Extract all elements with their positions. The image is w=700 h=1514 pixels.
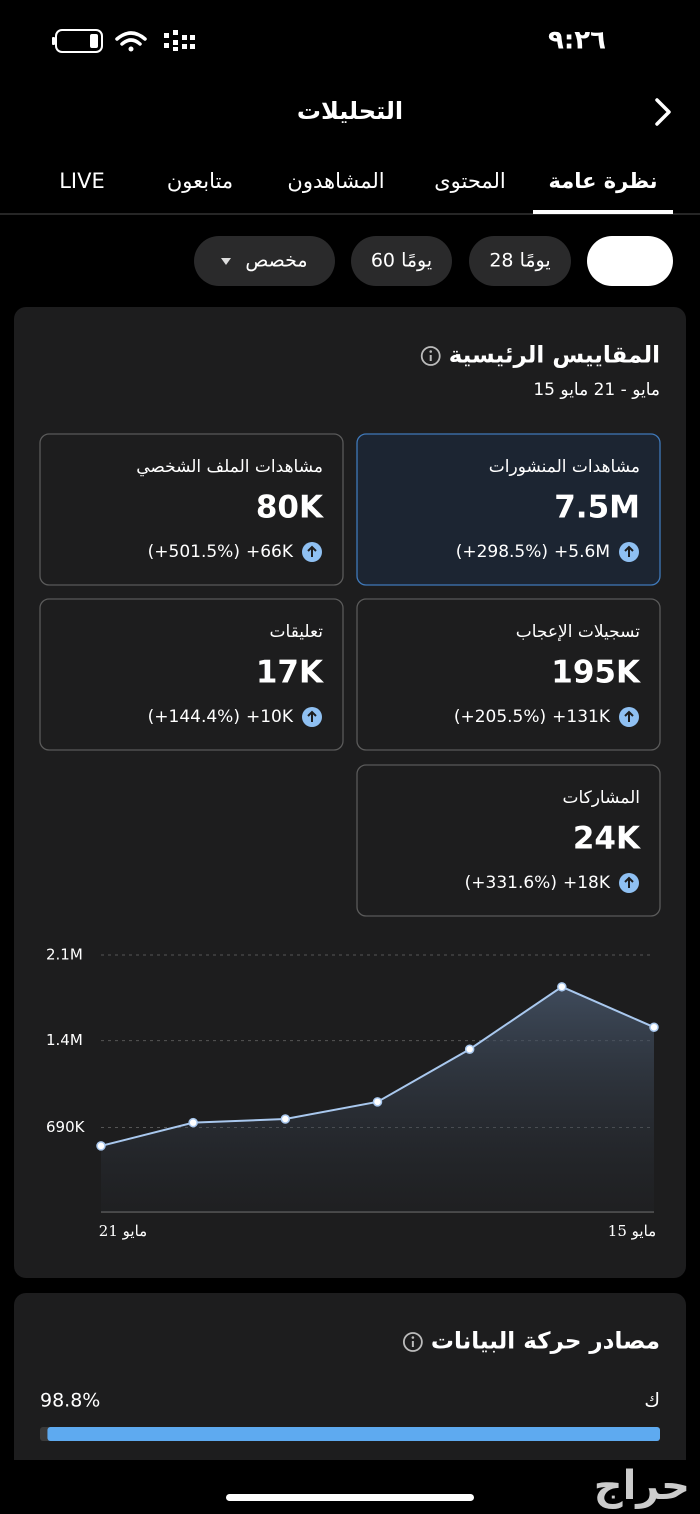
- data-point[interactable]: [464, 1044, 475, 1054]
- metric-label: مشاهدات الملف الشخصي: [136, 457, 323, 477]
- trend-up-icon: [624, 545, 634, 557]
- metric-card[interactable]: [39, 433, 344, 586]
- x-tick-label: 21 مايو: [99, 1222, 147, 1240]
- card-title: المقاييس الرئيسية: [449, 343, 660, 369]
- metric-change: +131K: [552, 707, 611, 727]
- metric-change-percent: (+298.5%): [456, 542, 548, 562]
- x-tick-label: 15 مايو: [608, 1222, 656, 1240]
- metric-card[interactable]: [356, 598, 661, 751]
- active-tab-indicator: [533, 210, 673, 214]
- metric-change: +10K: [246, 707, 294, 727]
- tab[interactable]: متابعون: [167, 169, 233, 193]
- tab[interactable]: LIVE: [59, 169, 105, 193]
- traffic-card: [14, 1293, 686, 1514]
- metric-card[interactable]: [356, 764, 661, 917]
- metric-label: تعليقات: [270, 622, 324, 642]
- data-point[interactable]: [557, 982, 567, 992]
- metric-change: +5.6M: [554, 542, 610, 562]
- dropdown-caret: [221, 258, 231, 265]
- metric-change: +66K: [246, 542, 294, 562]
- filter-label[interactable]: مخصص: [245, 250, 307, 272]
- home-indicator[interactable]: [226, 1494, 474, 1501]
- y-tick-label: 1.4M: [46, 1031, 83, 1049]
- filter-pill[interactable]: [351, 236, 452, 286]
- metric-change-percent: (+501.5%): [148, 542, 240, 562]
- tab[interactable]: المشاهدون: [287, 169, 384, 193]
- watermark: حراج: [594, 1463, 690, 1509]
- trend-up-icon: [307, 710, 317, 722]
- metric-value: 17K: [256, 655, 324, 691]
- data-point[interactable]: [280, 1114, 291, 1124]
- battery-icon: [52, 29, 103, 53]
- progress-bar: [47, 1427, 660, 1441]
- data-point[interactable]: [188, 1117, 198, 1128]
- info-icon: [429, 350, 433, 353]
- metric-change-percent: (+331.6%): [465, 873, 557, 893]
- tab[interactable]: نظرة عامة: [548, 169, 657, 193]
- card-title: مصادر حركة البيانات: [431, 1329, 660, 1355]
- filter-pill[interactable]: [469, 236, 571, 286]
- info-icon: [411, 1336, 415, 1339]
- trend-up-icon: [624, 876, 634, 888]
- metric-value: 195K: [551, 655, 641, 691]
- filter-pill[interactable]: [194, 236, 335, 286]
- y-tick-label: 690K: [46, 1118, 86, 1136]
- signal-icon: [164, 30, 195, 51]
- y-tick-label: 2.1M: [46, 946, 83, 964]
- metric-label: المشاركات: [562, 788, 640, 808]
- metric-change: +18K: [563, 873, 611, 893]
- area-fill: [101, 986, 654, 1212]
- data-point[interactable]: [649, 1022, 659, 1032]
- metric-label: تسجيلات الإعجاب: [516, 622, 641, 642]
- tab[interactable]: المحتوى: [434, 169, 506, 193]
- clock: ٩:٢٦: [548, 26, 606, 56]
- metric-change-percent: (+144.4%): [148, 707, 240, 727]
- filter-label[interactable]: 60 يومًا: [371, 250, 432, 272]
- metric-value: 80K: [256, 490, 324, 526]
- trend-up-icon: [624, 710, 634, 722]
- metric-value: 7.5M: [554, 490, 640, 526]
- trend-up-icon: [307, 545, 317, 557]
- wifi-icon: [115, 31, 147, 52]
- content: ٩:٢٦ التحليلات نظرة عامة المحتوى المشاهدون مت…: [0, 26, 700, 1514]
- date-range: 15 مايو - 21 مايو: [533, 380, 660, 400]
- filter-pill[interactable]: [587, 236, 673, 286]
- metric-value: 24K: [573, 821, 641, 857]
- metric-card[interactable]: [356, 433, 661, 586]
- back-button[interactable]: [655, 98, 671, 126]
- info-icon: [402, 1332, 423, 1352]
- metric-change-percent: (+205.5%): [454, 707, 546, 727]
- info-icon: [420, 346, 441, 366]
- filter-label[interactable]: 28 يومًا: [489, 250, 550, 272]
- filter-label[interactable]: 7 أيام: [603, 248, 658, 272]
- metric-label: مشاهدات المنشورات: [489, 457, 640, 477]
- data-point[interactable]: [96, 1141, 106, 1151]
- source-percent: 98.8%: [40, 1390, 100, 1412]
- data-point[interactable]: [372, 1097, 383, 1107]
- page-title: التحليلات: [297, 97, 403, 125]
- metric-card[interactable]: [39, 598, 344, 751]
- bottom-bar: [0, 1460, 700, 1514]
- source-label: ك: [644, 1390, 660, 1412]
